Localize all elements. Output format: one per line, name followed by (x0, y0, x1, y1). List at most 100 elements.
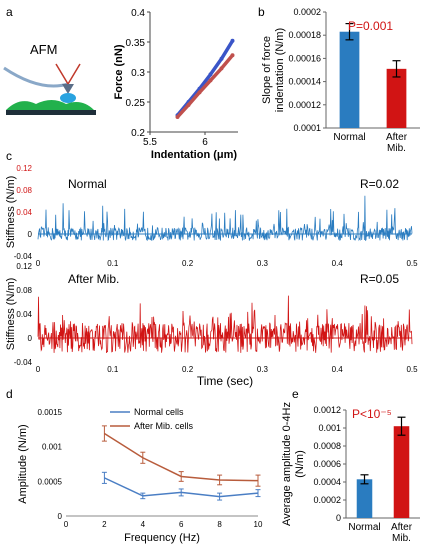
y-axis-label: Stiffness (N/m) (5, 176, 17, 249)
force-curve-1 (176, 39, 234, 117)
x-tick-label: 0.1 (107, 365, 119, 374)
data-point (219, 56, 224, 61)
afm-label: AFM (30, 42, 57, 57)
afm-cantilever (3, 66, 69, 88)
y-tick-label: 0.0008 (313, 441, 341, 451)
y-tick-label: 0.08 (16, 186, 32, 195)
laser-beam-in (67, 63, 81, 85)
x-tick-label: 0.3 (257, 365, 269, 374)
laser-beam-out (55, 63, 69, 85)
y-tick-label: 0.0001 (293, 123, 321, 133)
x-tick-label: 0.1 (107, 259, 119, 268)
y-tick-label: 0.04 (16, 208, 32, 217)
y-tick-label: 0.001 (42, 443, 63, 452)
y-tick-label: 0.12 (16, 262, 32, 271)
x-tick-label: 0 (36, 365, 41, 374)
x-tick-label: 6 (202, 137, 208, 148)
x-tick-label: 0.2 (182, 259, 194, 268)
y-tick-label: 0.001 (318, 423, 341, 433)
panel-label-e: e (292, 387, 299, 401)
panel-e-average-amplitude: 0 0.0002 0.0004 0.0006 0.0008 0.001 0.0012 Norm… (281, 402, 420, 544)
x-tick-label: 0.3 (257, 259, 269, 268)
x-axis-label: Frequency (Hz) (124, 532, 200, 544)
category-label: Normal (333, 132, 365, 143)
y-axis-label: Force (nN) (113, 44, 125, 99)
y-tick-label: 0 (336, 513, 341, 523)
y-axis-label: Average amplitude 0-4Hz (281, 402, 293, 526)
y-tick-label: 0.0004 (313, 477, 341, 487)
y-tick-label: 0.2 (131, 128, 145, 139)
x-tick-label: 0.5 (406, 365, 418, 374)
r-annotation: R=0.02 (360, 177, 399, 191)
y-tick-label: 0.12 (16, 164, 32, 173)
category-label: Mib. (392, 533, 411, 544)
p-value-annotation: P<10⁻⁵ (352, 407, 392, 421)
data-point (208, 78, 213, 83)
category-label: Mib. (387, 143, 406, 154)
cell-layer (6, 100, 94, 110)
y-tick-label: -0.04 (14, 252, 33, 261)
y-axis-label: Amplitude (N/m) (17, 424, 29, 503)
x-tick-label: 0.5 (406, 259, 418, 268)
trace-title: Normal (68, 177, 107, 191)
panel-label-a: a (6, 5, 13, 19)
category-label: Normal (348, 522, 380, 533)
data-point (208, 72, 213, 77)
y-tick-label: 0.00018 (288, 30, 321, 40)
x-axis-label: Indentation (μm) (151, 149, 238, 161)
y-tick-label: 0.00012 (288, 100, 321, 110)
y-tick-label: 0.0002 (313, 495, 341, 505)
data-point (186, 103, 191, 107)
bar-1 (356, 479, 373, 518)
y-tick-label: 0.00014 (288, 77, 321, 87)
y-tick-label: -0.04 (14, 358, 33, 367)
stiffness-trace (37, 195, 413, 242)
y-tick-label: 0.4 (131, 8, 145, 19)
x-tick-label: 0.2 (182, 365, 194, 374)
data-point (175, 115, 180, 119)
afm-schematic: AFM (3, 42, 96, 115)
x-tick-label: 10 (254, 520, 263, 529)
y-tick-label: 0.0005 (38, 477, 63, 486)
force-curve-2 (176, 54, 234, 119)
substrate (6, 110, 96, 115)
category-label: After (391, 522, 413, 533)
y-tick-label: 0.0015 (38, 408, 63, 417)
data-point (219, 66, 224, 71)
category-label: After (386, 132, 408, 143)
x-axis-label: Time (sec) (197, 374, 253, 388)
data-point (230, 38, 235, 43)
bar-2 (393, 426, 410, 518)
y-tick-label: 0.00016 (288, 53, 321, 63)
panel-b-slope-bars: 0.0001 0.00012 0.00014 0.00016 0.00018 0.0002… (261, 7, 420, 154)
data-point (230, 53, 235, 58)
x-tick-label: 2 (102, 520, 107, 529)
x-tick-label: 0.4 (332, 365, 344, 374)
afm-tip (62, 84, 74, 94)
panel-label-d: d (6, 387, 13, 401)
p-value-annotation: P=0.001 (348, 19, 393, 33)
x-tick-label: 5.5 (143, 137, 157, 148)
probe-bead (60, 93, 76, 103)
stiffness-trace (37, 295, 413, 354)
y-tick-label: 0.08 (16, 286, 32, 295)
panel-d-amplitude-frequency: 0 0.0005 0.001 0.0015 0 2 4 6 8 10 Frequency (Hz) A… (17, 407, 263, 544)
y-tick-label: 0.04 (16, 310, 32, 319)
trace-title: After Mib. (68, 272, 119, 286)
y-tick-label: 0 (58, 512, 63, 521)
y-axis-label: indentation (N/m) (274, 28, 286, 112)
y-axis-label: (N/m) (294, 450, 306, 478)
y-tick-label: 0.35 (126, 38, 146, 49)
bar-2 (386, 68, 407, 128)
y-axis-label: Stiffness (N/m) (5, 278, 17, 351)
x-tick-label: 8 (217, 520, 222, 529)
y-tick-label: 0 (28, 230, 33, 239)
legend-label: After Mib. cells (134, 421, 194, 431)
y-tick-label: 0.0012 (313, 405, 341, 415)
x-tick-label: 0 (36, 259, 41, 268)
x-tick-label: 0.4 (332, 259, 344, 268)
x-tick-label: 6 (179, 520, 184, 529)
